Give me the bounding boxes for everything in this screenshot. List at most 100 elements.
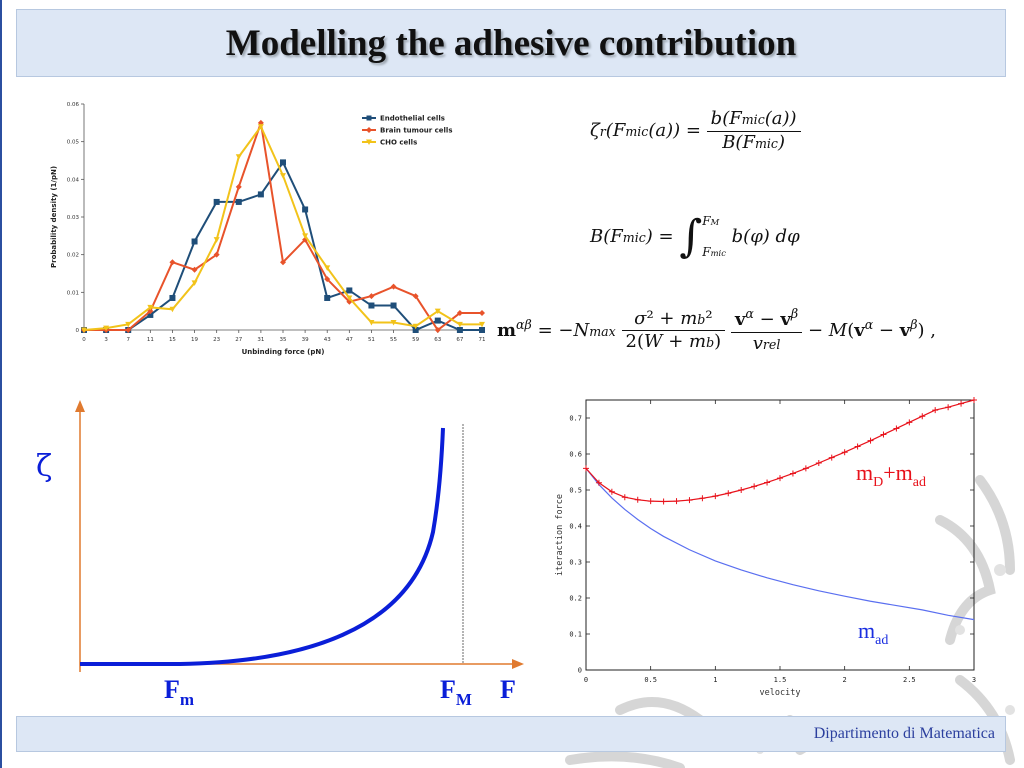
pd-point xyxy=(257,191,264,198)
pd-x-tick-label: 51 xyxy=(368,337,375,343)
force-x-tick-label: 0 xyxy=(584,676,588,684)
pd-point xyxy=(324,294,331,301)
force-red-point xyxy=(751,483,758,490)
footer-band: Dipartimento di Matematica xyxy=(16,716,1006,752)
pd-point xyxy=(479,327,485,333)
force-red-point xyxy=(789,470,796,477)
pd-point xyxy=(147,304,154,311)
formula-m-definition: mαβ = −Nmax σ² + mb² 2(W + mb) vα − vβ vre… xyxy=(497,306,936,354)
pd-x-tick-label: 0 xyxy=(82,337,86,343)
force-y-tick-label: 0.2 xyxy=(569,595,582,603)
annotation-md-mad: mD+mad xyxy=(856,460,926,490)
pd-y-tick-label: 0.01 xyxy=(67,290,79,296)
pd-point xyxy=(235,183,242,190)
pd-point xyxy=(169,294,176,301)
fM-label: FM xyxy=(440,675,472,709)
force-red-point xyxy=(660,498,667,505)
force-y-tick-label: 0.5 xyxy=(569,487,582,495)
pd-point xyxy=(213,198,220,205)
force-red-point xyxy=(673,498,680,505)
force-red-point xyxy=(802,465,809,472)
pd-x-tick-label: 31 xyxy=(257,337,264,343)
force-red-point xyxy=(647,498,654,505)
pd-x-axis-label: Unbinding force (pN) xyxy=(242,348,325,356)
pd-x-tick-label: 47 xyxy=(346,337,353,343)
pd-point xyxy=(213,251,220,258)
pd-point xyxy=(390,283,397,290)
force-series-mad-line xyxy=(585,468,975,621)
force-y-tick-label: 0.6 xyxy=(569,451,582,459)
zeta-symbol: ζ xyxy=(36,449,52,484)
pd-point xyxy=(434,308,441,315)
probability-density-chart: 0 0.01 0.02 0.03 0.04 0.05 0.06 0 3 7 11 15 19 23 27 31… xyxy=(50,102,486,356)
pd-point xyxy=(479,321,485,328)
pd-point xyxy=(412,323,419,330)
interaction-force-chart: 0 0.1 0.2 0.3 0.4 0.5 0.6 0.7 0 0.5 1 1.5 2 2.5 3 veloc… xyxy=(555,397,977,698)
pd-point xyxy=(191,266,198,273)
pd-point xyxy=(169,306,176,313)
pd-x-tick-label: 23 xyxy=(213,337,220,343)
pd-legend-label: CHO cells xyxy=(380,139,417,147)
pd-point xyxy=(280,173,286,179)
pd-point xyxy=(456,310,463,317)
force-y-tick-label: 0.7 xyxy=(569,415,582,423)
force-x-tick-label: 3 xyxy=(972,676,976,684)
pd-point xyxy=(257,119,264,126)
pd-point xyxy=(346,287,353,294)
force-red-point xyxy=(608,488,615,495)
pd-point xyxy=(103,325,110,332)
force-red-point xyxy=(699,495,706,502)
force-red-point xyxy=(815,460,822,466)
pd-point xyxy=(412,327,419,333)
pd-point xyxy=(434,317,441,324)
pd-legend-label: Endothelial cells xyxy=(380,115,445,123)
force-y-tick-label: 0.1 xyxy=(569,631,582,639)
pd-point xyxy=(147,311,154,318)
force-red-point xyxy=(893,425,900,432)
force-red-point xyxy=(777,475,783,482)
pd-x-tick-label: 39 xyxy=(302,337,309,343)
force-y-tick-label: 0.4 xyxy=(569,523,582,531)
pd-legend-marker xyxy=(366,139,372,145)
force-red-point xyxy=(945,404,952,411)
pd-y-tick-label: 0.03 xyxy=(67,215,80,221)
pd-x-tick-label: 7 xyxy=(126,337,130,343)
force-red-point xyxy=(828,454,835,461)
pd-point xyxy=(479,310,485,317)
pd-point xyxy=(456,321,463,328)
zeta-force-sketch: ζ Fm FM F xyxy=(36,400,524,709)
f-axis-label: F xyxy=(500,675,516,704)
pd-point xyxy=(235,198,242,205)
pd-point xyxy=(412,293,419,300)
pd-point xyxy=(280,159,286,166)
pd-point xyxy=(368,293,375,300)
fm-label: Fm xyxy=(164,675,194,709)
pd-y-tick-label: 0.05 xyxy=(67,140,80,146)
force-x-axis-label: velocity xyxy=(760,688,801,698)
force-x-tick-label: 0.5 xyxy=(644,676,657,684)
pd-point xyxy=(257,124,264,130)
pd-point xyxy=(302,233,309,239)
pd-point xyxy=(125,327,132,333)
force-y-tick-label: 0.3 xyxy=(569,559,582,567)
pd-point xyxy=(368,319,375,326)
force-red-point xyxy=(841,449,848,456)
pd-x-tick-label: 15 xyxy=(169,337,176,343)
pd-point xyxy=(346,295,353,301)
pd-series-line xyxy=(83,124,482,331)
force-red-point xyxy=(595,479,602,486)
left-accent-rule xyxy=(0,0,2,768)
pd-legend-label: Brain tumour cells xyxy=(380,127,453,135)
pd-point xyxy=(456,327,463,333)
pd-point xyxy=(169,259,176,266)
pd-legend-marker xyxy=(366,127,372,133)
force-red-point xyxy=(621,494,628,501)
slide-title: Modelling the adhesive contribution xyxy=(225,23,797,64)
pd-x-tick-label: 43 xyxy=(324,337,331,343)
pd-x-tick-label: 35 xyxy=(280,337,287,343)
force-red-point xyxy=(725,490,732,497)
sketch-y-arrow xyxy=(75,400,85,412)
formula-b-definition: B(Fmic) = ∫ FM Fmic b(φ) dφ xyxy=(590,211,800,262)
pd-point xyxy=(235,154,242,160)
force-red-point xyxy=(712,493,719,500)
